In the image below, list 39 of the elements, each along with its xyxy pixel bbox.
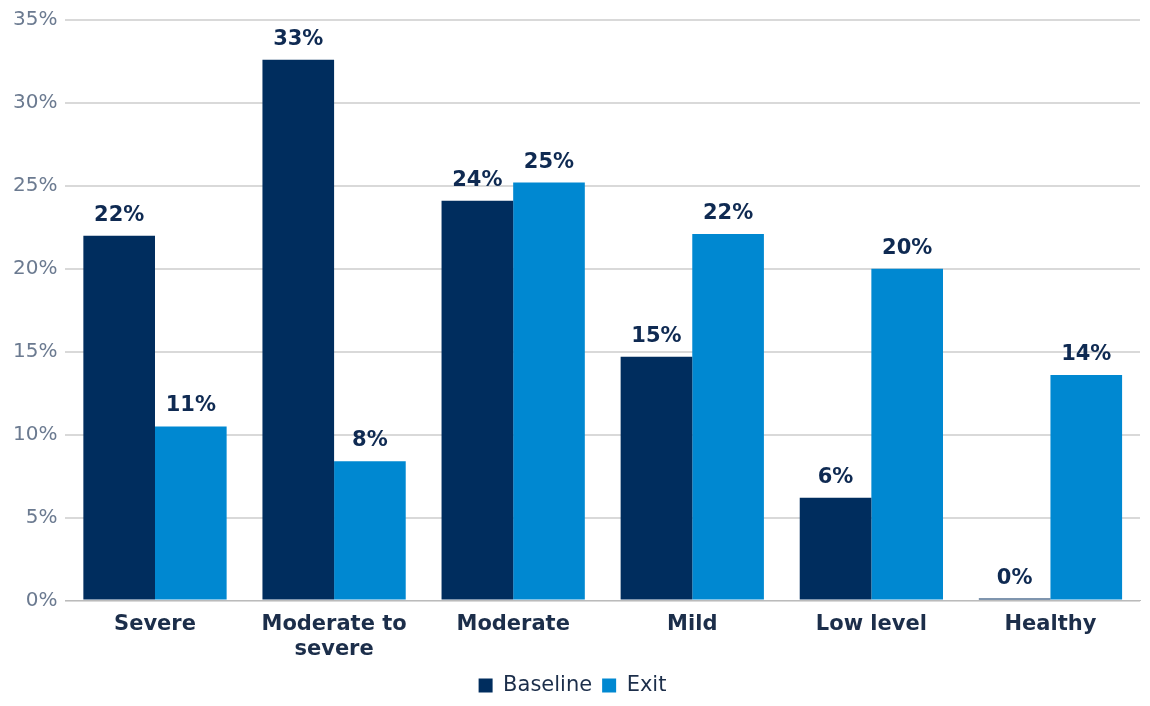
y-tick-label: 30% [13,89,58,114]
data-label: 33% [273,25,324,50]
x-tick-label: Moderate to severe [261,610,407,660]
bar [155,426,227,600]
bar [871,268,943,600]
data-label: 11% [165,392,216,417]
data-label: 22% [702,199,754,224]
y-tick-label: 10% [13,420,58,445]
data-label: 15% [631,322,682,347]
bar [513,182,585,600]
y-tick-label: 0% [25,586,58,611]
data-label: 20% [882,234,933,259]
x-tick-label: Mild [667,610,718,635]
bar [334,461,406,600]
legend-label: Baseline [503,671,593,696]
bar [620,356,693,600]
bar [799,497,872,600]
bar [1050,375,1123,600]
data-label: 22% [94,201,145,226]
data-label: 0% [996,564,1033,589]
y-tick-label: 20% [13,255,58,280]
x-tick-label: Healthy [1004,610,1097,635]
data-label: 24% [452,166,503,191]
y-tick-label: 35% [13,6,58,31]
y-tick-label: 25% [13,172,58,197]
bar [262,59,335,600]
x-tick-label: Severe [114,610,196,635]
bar [692,233,764,600]
data-label: 8% [352,427,388,452]
data-label: 14% [1061,340,1112,365]
legend-label: Exit [626,671,667,696]
y-tick-label: 5% [25,503,58,528]
data-label: 6% [817,463,854,488]
data-label: 25% [523,148,575,173]
x-tick-label: Low level [815,610,927,635]
bar [83,235,155,600]
x-tick-label: Moderate [456,610,570,635]
bar [441,200,514,600]
y-tick-label: 15% [13,337,58,362]
